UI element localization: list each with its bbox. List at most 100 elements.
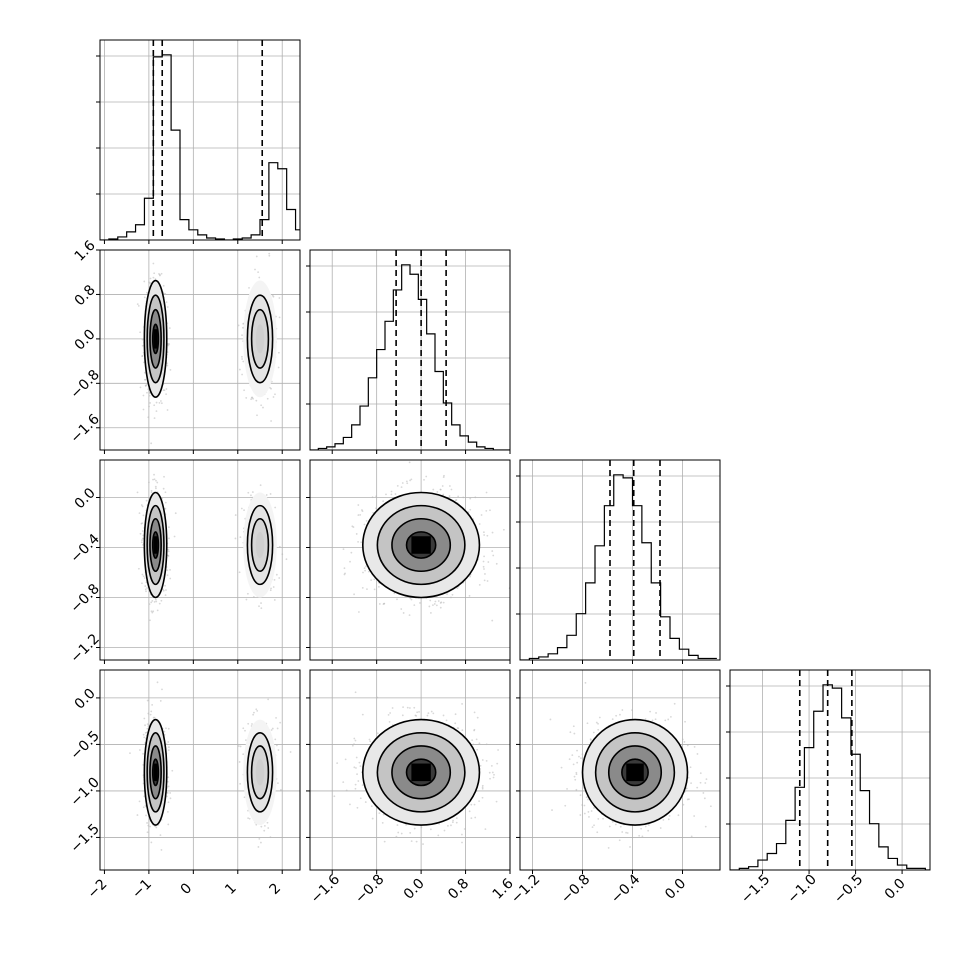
scatter-point [142,806,145,809]
scatter-point [147,824,150,827]
scatter-point [245,739,247,742]
scatter-point [355,533,358,535]
scatter-point [491,550,494,552]
scatter-point [260,825,263,828]
scatter-point [396,484,399,487]
scatter-point [153,417,156,420]
scatter-point [487,561,490,563]
scatter-point [166,306,169,308]
scatter-point [270,420,272,422]
y-tick-label: −0.5 [67,728,102,763]
scatter-point [146,723,149,726]
scatter-point [437,600,440,602]
scatter-point [258,837,261,840]
scatter-point [413,604,416,606]
scatter-point [160,402,163,405]
scatter-point [390,490,393,493]
scatter-point [155,826,158,829]
scatter-point [238,368,241,371]
scatter-point [485,491,488,494]
scatter-point [167,548,170,551]
scatter-point [150,442,153,445]
scatter-point [270,729,273,731]
contour-line [246,294,274,384]
scatter-point [141,537,144,540]
scatter-point [268,252,271,255]
scatter-point [159,834,162,837]
scatter-point [139,532,142,535]
contour-line [151,323,160,355]
scatter-point [257,846,260,848]
y-tick-label: −0.4 [67,531,102,566]
scatter-point [432,488,435,491]
scatter-point [270,587,272,590]
scatter-point [255,255,258,258]
panel-contents [520,460,720,660]
contour-line [250,745,270,800]
scatter-point [450,488,453,491]
scatter-point [436,491,439,493]
scatter-point [244,729,246,732]
scatter-point [439,606,442,609]
scatter-point [370,579,373,582]
scatter-point [166,364,169,367]
scatter-point [158,273,160,275]
scatter-point [469,575,472,578]
scatter-point [400,486,403,489]
scatter-point [167,550,170,553]
scatter-point [163,730,166,733]
scatter-point [366,588,368,591]
scatter-point [146,587,148,589]
scatter-point [266,821,269,824]
contour-line [376,504,466,586]
contour-line [146,294,165,384]
scatter-point [419,602,421,604]
scatter-point [277,749,280,751]
panel-3-0: −1.5−1.0−0.50.0−2 −1 0 1 2 [67,669,301,902]
scatter-point [385,493,387,496]
scatter-point [257,271,260,274]
scatter-point [361,586,364,589]
scatter-point [277,366,280,369]
contour-line [361,491,481,599]
scatter-point [343,567,346,570]
scatter-point [234,514,237,516]
scatter-point [167,776,170,779]
scatter-point [275,744,278,747]
scatter-point [153,716,156,719]
contour-line [246,504,274,586]
scatter-point [139,331,142,334]
scatter-point [239,782,242,785]
scatter-point [156,481,159,484]
scatter-point [486,580,489,582]
scatter-point [137,305,140,307]
scatter-point [272,396,275,398]
scatter-point [150,601,153,604]
scatter-point [142,752,144,755]
panel-contents [100,460,300,660]
scatter-point [439,602,442,604]
scatter-point [164,292,167,295]
scatter-point [276,727,279,730]
panel-1-1 [306,249,511,454]
contour-line [405,531,437,559]
scatter-point [363,567,366,570]
scatter-point [422,843,424,845]
contour-line [143,718,168,826]
scatter-point [150,610,153,613]
scatter-point [145,590,147,593]
scatter-point [144,585,147,587]
scatter-point [148,391,151,394]
scatter-point [480,514,483,516]
scatter-point [146,727,149,730]
scatter-point [153,601,156,603]
scatter-point [152,276,155,279]
scatter-point [136,491,139,494]
scatter-point [138,749,141,751]
panel-frame [519,459,721,661]
scatter-point [248,287,250,289]
scatter-point [160,400,162,402]
scatter-point [164,584,166,587]
scatter-point [454,713,457,716]
